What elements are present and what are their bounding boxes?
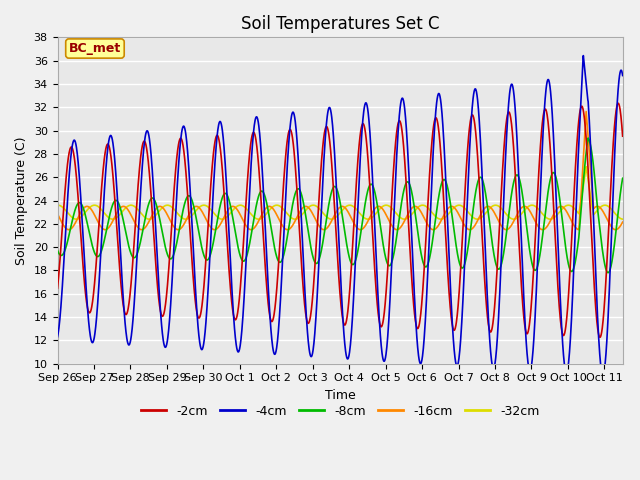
Title: Soil Temperatures Set C: Soil Temperatures Set C (241, 15, 439, 33)
Y-axis label: Soil Temperature (C): Soil Temperature (C) (15, 136, 28, 265)
X-axis label: Time: Time (324, 389, 355, 402)
Text: BC_met: BC_met (69, 42, 121, 55)
Legend: -2cm, -4cm, -8cm, -16cm, -32cm: -2cm, -4cm, -8cm, -16cm, -32cm (136, 400, 544, 423)
